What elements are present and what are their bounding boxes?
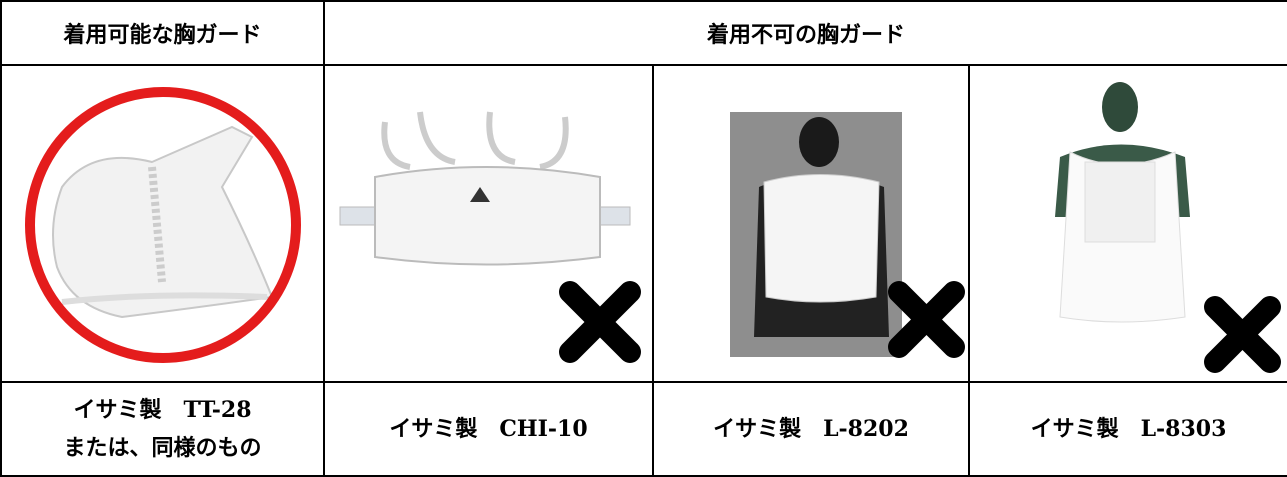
allowed-guard-image (25, 86, 301, 363)
not-allowed-mark (1204, 295, 1281, 373)
guard-image (1055, 81, 1281, 373)
guard-image (339, 111, 641, 363)
caption-line: または、同様のもの (63, 435, 262, 462)
image-cell (0, 63, 325, 384)
caption-cell: イサミ製 L-8202 (652, 381, 970, 477)
caption-line: イサミ製 L-8202 (713, 416, 909, 443)
caption-cell: イサミ製 CHI-10 (323, 381, 654, 477)
not-allowed-mark (559, 280, 641, 363)
image-cell (968, 63, 1287, 384)
caption-row: イサミ製 TT-28 または、同様のもの イサミ製 CHI-10 イサミ製 L-… (0, 381, 1287, 477)
caption-cell: イサミ製 L-8303 (968, 381, 1287, 477)
caption-line: イサミ製 L-8303 (1030, 416, 1227, 443)
guard-image (730, 111, 965, 358)
header-row: 着用可能な胸ガード 着用不可の胸ガード (0, 0, 1287, 66)
header-cell: 着用可能な胸ガード (0, 0, 325, 66)
image-cell (323, 63, 654, 384)
image-cell (652, 63, 970, 384)
caption-line: イサミ製 TT-28 (73, 397, 252, 424)
caption-line: イサミ製 CHI-10 (389, 416, 588, 443)
caption-cell: イサミ製 TT-28 または、同様のもの (0, 381, 325, 477)
header-cell: 着用不可の胸ガード (323, 0, 1287, 66)
not-allowed-mark (888, 280, 965, 358)
image-row (0, 63, 1287, 384)
